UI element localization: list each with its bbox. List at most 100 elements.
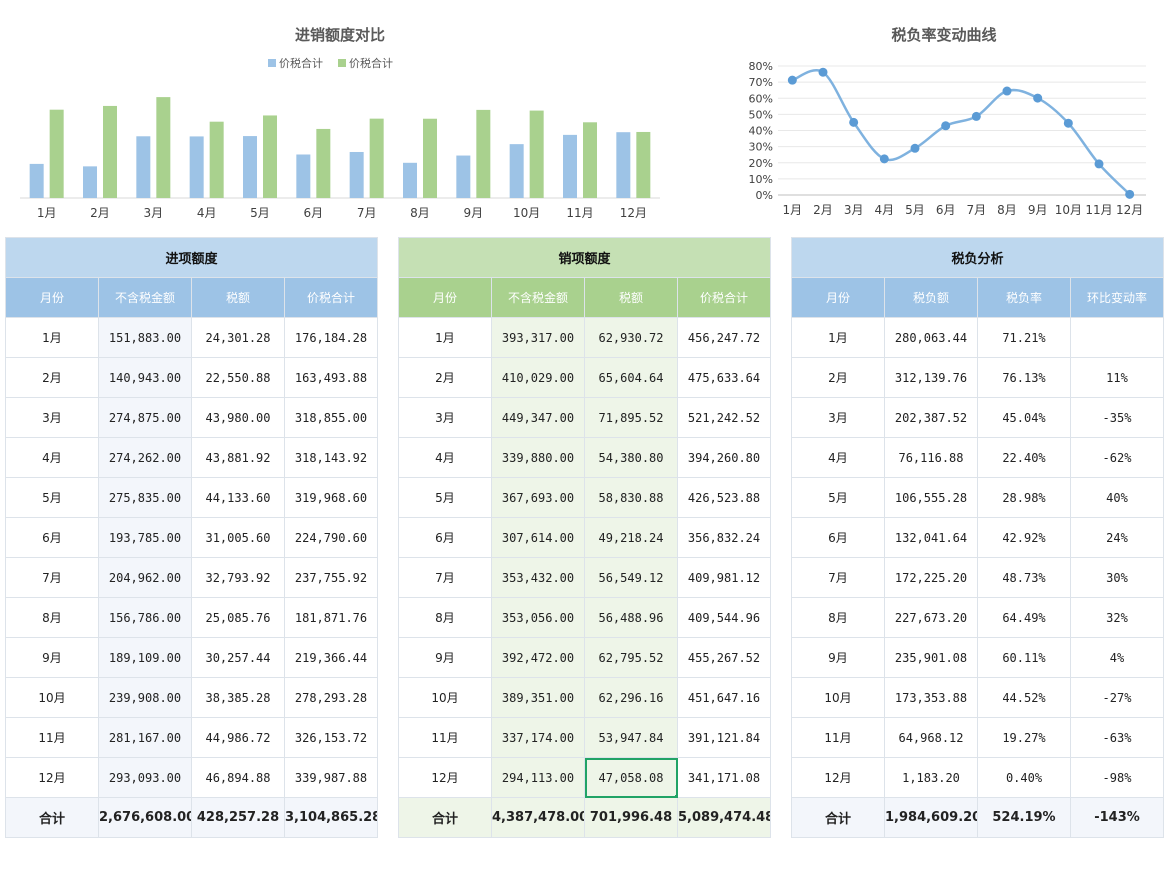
table-cell[interactable]: 353,056.00 <box>491 597 585 638</box>
table-cell[interactable]: 11月 <box>791 717 885 758</box>
table-cell[interactable]: 521,242.52 <box>676 397 772 438</box>
table-cell[interactable]: 11月 <box>398 717 492 758</box>
table-cell[interactable]: 10月 <box>791 677 885 718</box>
table-cell[interactable]: 224,790.60 <box>283 517 379 558</box>
table-cell[interactable]: 43,980.00 <box>191 397 285 438</box>
table-cell[interactable]: 181,871.76 <box>283 597 379 638</box>
table-cell[interactable]: 46,894.88 <box>191 757 285 798</box>
table-cell[interactable]: 7月 <box>5 557 99 598</box>
table-cell[interactable]: 132,041.64 <box>884 517 978 558</box>
table-cell[interactable]: 0.40% <box>977 757 1071 798</box>
table-cell[interactable]: 7月 <box>791 557 885 598</box>
table-cell[interactable]: 5月 <box>398 477 492 518</box>
table-cell[interactable]: 389,351.00 <box>491 677 585 718</box>
table-cell[interactable]: 71.21% <box>977 317 1071 358</box>
table-cell[interactable]: 140,943.00 <box>98 357 192 398</box>
table-cell[interactable]: 326,153.72 <box>283 717 379 758</box>
table-cell[interactable]: 25,085.76 <box>191 597 285 638</box>
table-cell[interactable]: 62,795.52 <box>584 637 678 678</box>
table-cell[interactable]: 410,029.00 <box>491 357 585 398</box>
table-cell[interactable]: 312,139.76 <box>884 357 978 398</box>
table-cell[interactable]: 274,262.00 <box>98 437 192 478</box>
table-cell[interactable]: 24,301.28 <box>191 317 285 358</box>
table-cell[interactable]: -98% <box>1069 757 1165 798</box>
table-cell[interactable]: 341,171.08 <box>676 757 772 798</box>
table-cell[interactable]: 28.98% <box>977 477 1071 518</box>
data-point[interactable] <box>910 143 920 153</box>
table-cell[interactable]: 71,895.52 <box>584 397 678 438</box>
table-cell[interactable]: 393,317.00 <box>491 317 585 358</box>
table-cell[interactable]: 2月 <box>5 357 99 398</box>
bar-sales[interactable] <box>263 115 277 198</box>
table-cell[interactable]: 4月 <box>791 437 885 478</box>
table-cell[interactable]: 176,184.28 <box>283 317 379 358</box>
purchase-column-header[interactable]: 月份 <box>5 277 99 318</box>
table-cell[interactable]: 38,385.28 <box>191 677 285 718</box>
tax-column-header[interactable]: 税负额 <box>884 277 978 318</box>
table-cell[interactable]: 6月 <box>5 517 99 558</box>
table-cell[interactable]: 227,673.20 <box>884 597 978 638</box>
table-cell[interactable]: 11月 <box>5 717 99 758</box>
table-cell[interactable]: 156,786.00 <box>98 597 192 638</box>
table-cell[interactable]: 278,293.28 <box>283 677 379 718</box>
table-cell[interactable]: 293,093.00 <box>98 757 192 798</box>
bar-sales[interactable] <box>423 118 437 198</box>
table-cell[interactable]: 106,555.28 <box>884 477 978 518</box>
table-cell[interactable]: 2月 <box>398 357 492 398</box>
table-cell[interactable]: 58,830.88 <box>584 477 678 518</box>
table-cell[interactable]: 4月 <box>398 437 492 478</box>
table-cell[interactable]: 9月 <box>791 637 885 678</box>
table-cell[interactable]: 30,257.44 <box>191 637 285 678</box>
table-cell[interactable]: 4% <box>1069 637 1165 678</box>
total-cell[interactable]: 合计 <box>5 797 99 838</box>
table-cell[interactable]: 5月 <box>5 477 99 518</box>
table-cell[interactable]: 8月 <box>791 597 885 638</box>
table-cell[interactable]: 235,901.08 <box>884 637 978 678</box>
table-cell[interactable]: 64.49% <box>977 597 1071 638</box>
table-cell[interactable]: 172,225.20 <box>884 557 978 598</box>
table-cell[interactable]: 49,218.24 <box>584 517 678 558</box>
total-cell[interactable]: 合计 <box>791 797 885 838</box>
bar-purchase[interactable] <box>83 166 97 198</box>
table-cell[interactable]: 3月 <box>791 397 885 438</box>
table-cell[interactable]: 4月 <box>5 437 99 478</box>
table-cell[interactable]: 10月 <box>398 677 492 718</box>
bar-sales[interactable] <box>369 118 384 198</box>
table-cell[interactable]: 219,366.44 <box>283 637 379 678</box>
sales-column-header[interactable]: 月份 <box>398 277 492 318</box>
table-cell[interactable]: 451,647.16 <box>676 677 772 718</box>
bar-sales[interactable] <box>583 122 597 198</box>
table-cell[interactable]: 1月 <box>398 317 492 358</box>
table-cell[interactable]: 44,133.60 <box>191 477 285 518</box>
table-cell[interactable]: 409,981.12 <box>676 557 772 598</box>
table-cell[interactable]: 40% <box>1069 477 1165 518</box>
bar-purchase[interactable] <box>563 134 577 198</box>
table-cell[interactable]: 12月 <box>398 757 492 798</box>
table-cell[interactable]: 339,987.88 <box>283 757 379 798</box>
table-cell[interactable]: -35% <box>1069 397 1165 438</box>
table-cell[interactable]: 8月 <box>5 597 99 638</box>
bar-purchase[interactable] <box>509 144 524 198</box>
table-cell[interactable]: 64,968.12 <box>884 717 978 758</box>
table-cell[interactable]: 455,267.52 <box>676 637 772 678</box>
table-cell[interactable]: 275,835.00 <box>98 477 192 518</box>
sales-column-header[interactable]: 价税合计 <box>676 277 772 318</box>
total-cell[interactable]: 701,996.48 <box>584 797 678 838</box>
table-cell[interactable]: 189,109.00 <box>98 637 192 678</box>
purchase-column-header[interactable]: 税额 <box>191 277 285 318</box>
data-point[interactable] <box>849 117 859 127</box>
table-cell[interactable]: -62% <box>1069 437 1165 478</box>
table-cell[interactable]: 53,947.84 <box>584 717 678 758</box>
bar-purchase[interactable] <box>243 136 257 198</box>
table-cell[interactable]: 32,793.92 <box>191 557 285 598</box>
data-point[interactable] <box>787 75 797 85</box>
bar-purchase[interactable] <box>349 151 364 198</box>
table-cell[interactable]: 9月 <box>398 637 492 678</box>
data-point[interactable] <box>818 67 828 77</box>
bar-sales[interactable] <box>316 128 331 198</box>
table-cell[interactable]: 274,875.00 <box>98 397 192 438</box>
table-cell[interactable]: 318,143.92 <box>283 437 379 478</box>
table-cell[interactable]: 307,614.00 <box>491 517 585 558</box>
bar-purchase[interactable] <box>456 155 471 198</box>
table-cell[interactable]: 10月 <box>5 677 99 718</box>
